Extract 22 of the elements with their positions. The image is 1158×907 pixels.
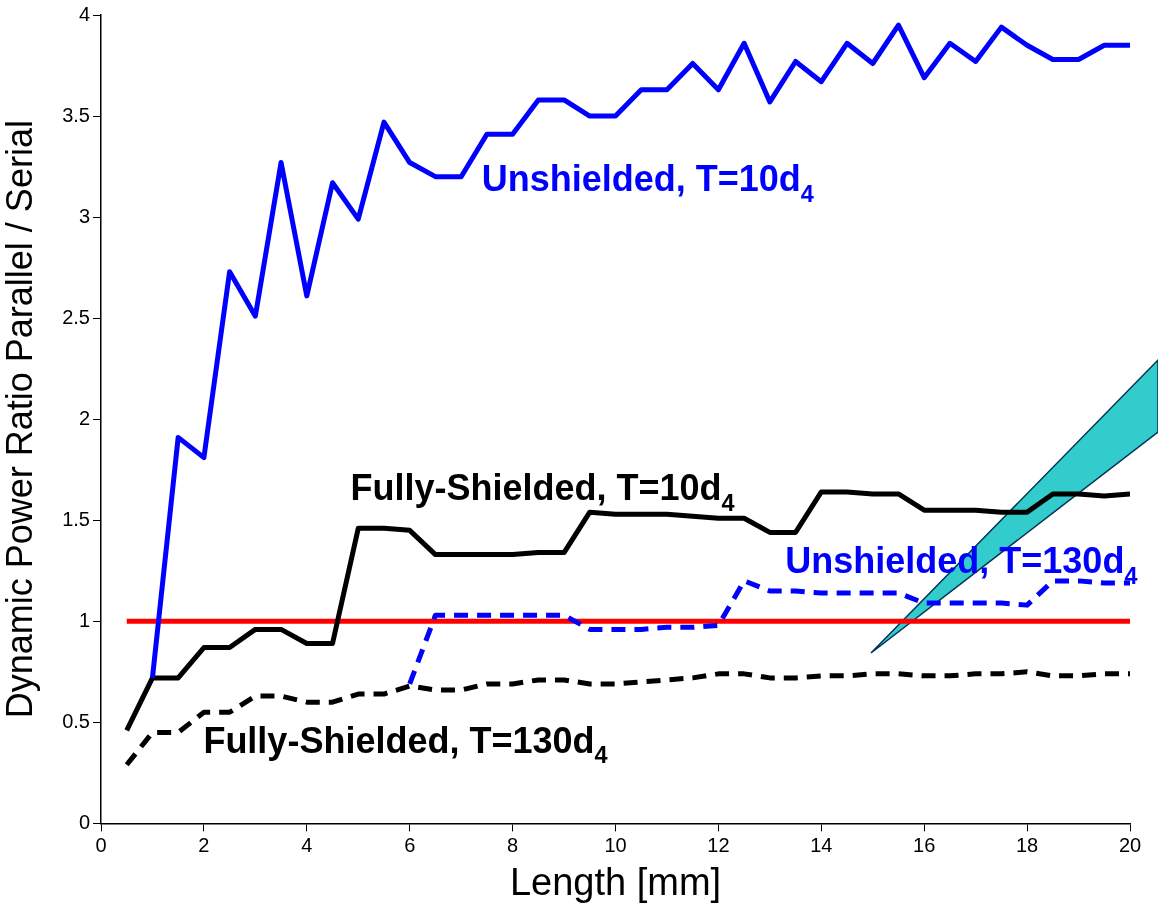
y-tick-label: 1 xyxy=(78,608,90,631)
x-tick-label: 8 xyxy=(507,833,519,856)
x-tick-label: 4 xyxy=(301,833,313,856)
x-tick-label: 2 xyxy=(198,833,210,856)
x-tick-label: 0 xyxy=(95,833,107,856)
x-tick-label: 18 xyxy=(1015,833,1039,856)
y-tick-label: 4 xyxy=(78,2,90,25)
x-tick-label: 6 xyxy=(404,833,416,856)
y-tick-label: 2.5 xyxy=(62,305,90,328)
y-tick-label: 2 xyxy=(78,406,90,429)
y-tick-label: 1.5 xyxy=(62,507,90,530)
x-tick-label: 14 xyxy=(810,833,833,856)
x-tick-label: 10 xyxy=(604,833,627,856)
x-tick-label: 16 xyxy=(913,833,936,856)
x-tick-label: 20 xyxy=(1118,833,1142,856)
y-tick-label: 0.5 xyxy=(62,709,90,732)
y-tick-label: 0 xyxy=(78,810,90,833)
y-tick-label: 3.5 xyxy=(62,103,90,126)
y-axis-title: Dynamic Power Ratio Parallel / Serial xyxy=(0,120,40,719)
y-tick-label: 3 xyxy=(78,204,90,227)
x-axis-title: Length [mm] xyxy=(509,860,722,903)
x-tick-label: 12 xyxy=(707,833,730,856)
